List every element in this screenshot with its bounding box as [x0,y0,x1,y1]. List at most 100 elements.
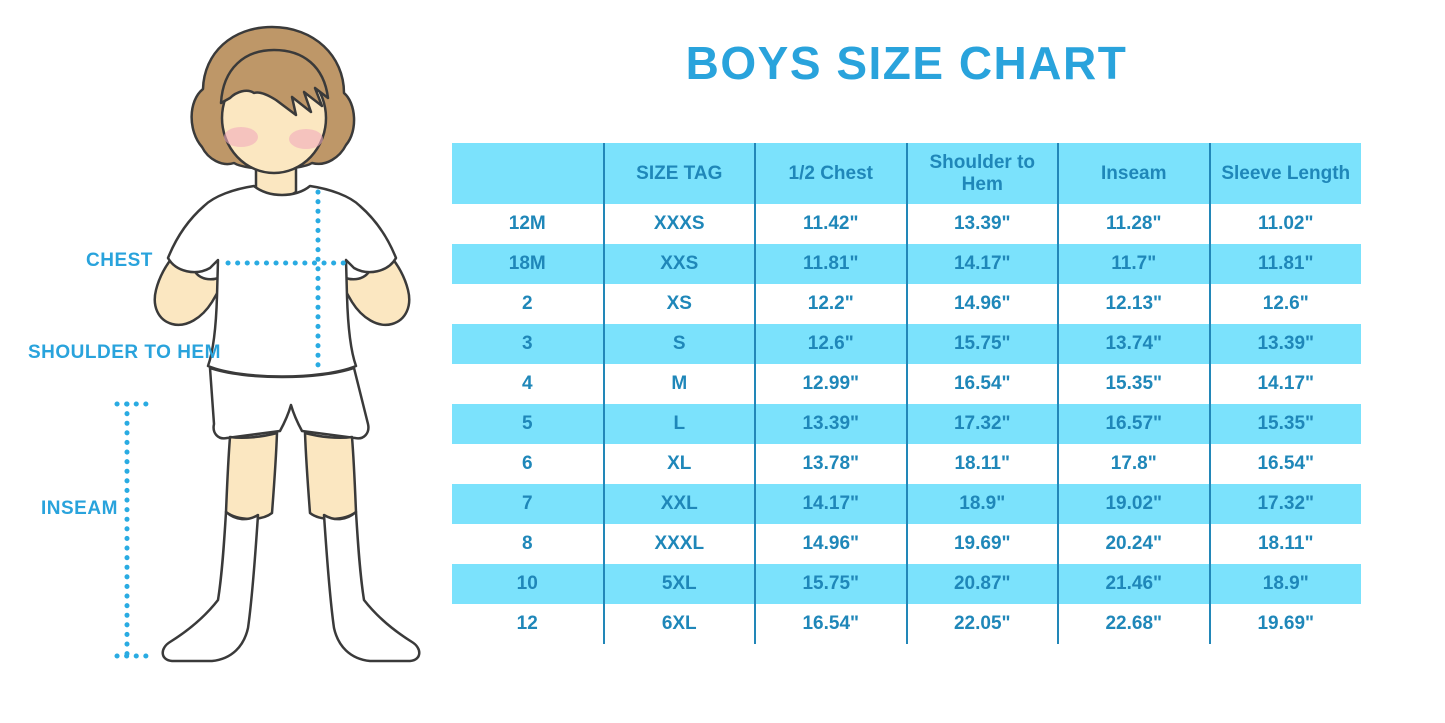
measurement-cell: 20.24" [1057,524,1210,564]
table-row: 3 S 12.6" 15.75" 13.74" 13.39" [452,324,1361,364]
header-cell: Shoulder to Hem [905,143,1058,204]
table-row: 5 L 13.39" 17.32" 16.57" 15.35" [452,404,1361,444]
measurement-cell: XXL [602,484,755,524]
measurement-cell: 13.39" [1208,324,1361,364]
measurement-cell: 12.99" [754,364,907,404]
measurement-cell: 15.35" [1208,404,1361,444]
measurement-cell: 18.9" [1208,564,1361,604]
size-table-container: SIZE TAG 1/2 Chest Shoulder to Hem Inseam Sl… [452,143,1361,644]
leg-right [303,431,358,521]
measurement-cell: 22.68" [1057,604,1210,644]
sock-left [161,510,260,663]
measurement-cell: 14.17" [1208,364,1361,404]
size-cell: 7 [452,484,604,524]
measurement-cell: L [602,404,755,444]
measurement-cell: 19.02" [1057,484,1210,524]
size-cell: 4 [452,364,604,404]
boy-illustration [114,25,421,663]
measurement-cell: 11.02" [1208,204,1361,244]
measurement-cell: XXS [602,244,755,284]
page-title: BOYS SIZE CHART [685,37,1128,89]
header-cell: SIZE TAG [602,143,755,204]
blush-right [289,129,323,149]
size-table: SIZE TAG 1/2 Chest Shoulder to Hem Inseam Sl… [452,143,1361,644]
size-cell: 8 [452,524,604,564]
measurement-cell: 19.69" [905,524,1058,564]
table-row: 2 XS 12.2" 14.96" 12.13" 12.6" [452,284,1361,324]
table-row: 7 XXL 14.17" 18.9" 19.02" 17.32" [452,484,1361,524]
measurement-cell: 12.13" [1057,284,1210,324]
measurement-cell: 12.2" [754,284,907,324]
measurement-cell: 17.8" [1057,444,1210,484]
size-cell: 12 [452,604,604,644]
measurement-cell: 11.81" [754,244,907,284]
measurement-cell: 22.05" [905,604,1058,644]
measurement-cell: XS [602,284,755,324]
measurement-cell: 11.28" [1057,204,1210,244]
size-cell: 2 [452,284,604,324]
header-cell: Sleeve Length [1208,143,1361,204]
measurement-cell: 6XL [602,604,755,644]
header-cell: Inseam [1057,143,1210,204]
measurement-cell: 14.96" [905,284,1058,324]
measurement-cell: 15.75" [754,564,907,604]
measurement-cell: 16.54" [1208,444,1361,484]
measurement-cell: M [602,364,755,404]
measurement-cell: 17.32" [905,404,1058,444]
measurement-cell: 15.75" [905,324,1058,364]
shoulder-to-hem-label: SHOULDER TO HEM [28,342,221,363]
table-row: 4 M 12.99" 16.54" 15.35" 14.17" [452,364,1361,404]
table-row: 18M XXS 11.81" 14.17" 11.7" 11.81" [452,244,1361,284]
header-row: SIZE TAG 1/2 Chest Shoulder to Hem Inseam Sl… [452,143,1361,204]
size-cell: 3 [452,324,604,364]
measurement-cell: 15.35" [1057,364,1210,404]
table-row: 6 XL 13.78" 18.11" 17.8" 16.54" [452,444,1361,484]
measurement-cell: 19.69" [1208,604,1361,644]
blush-left [224,127,258,147]
measurement-cell: 12.6" [754,324,907,364]
sock-right [322,510,421,663]
measurement-cell: 11.7" [1057,244,1210,284]
measurement-cell: S [602,324,755,364]
size-table-header: SIZE TAG 1/2 Chest Shoulder to Hem Inseam Sl… [452,143,1361,204]
header-cell [452,143,604,204]
measurement-cell: 16.54" [905,364,1058,404]
measurement-cell: 12.6" [1208,284,1361,324]
table-row: 8 XXXL 14.96" 19.69" 20.24" 18.11" [452,524,1361,564]
measurement-cell: XXXS [602,204,755,244]
measurement-cell: 14.96" [754,524,907,564]
size-cell: 6 [452,444,604,484]
measurement-cell: 14.17" [754,484,907,524]
measurement-cell: 20.87" [905,564,1058,604]
measurement-cell: 18.9" [905,484,1058,524]
size-cell: 12M [452,204,604,244]
measurement-cell: 14.17" [905,244,1058,284]
size-cell: 18M [452,244,604,284]
header-cell: 1/2 Chest [754,143,907,204]
size-table-body: 12M XXXS 11.42" 13.39" 11.28" 11.02" 18M XXS 11.… [452,204,1361,644]
measurement-cell: 13.78" [754,444,907,484]
table-row: 12M XXXS 11.42" 13.39" 11.28" 11.02" [452,204,1361,244]
measurement-cell: 5XL [602,564,755,604]
measurement-cell: 17.32" [1208,484,1361,524]
table-row: 10 5XL 15.75" 20.87" 21.46" 18.9" [452,564,1361,604]
measurement-cell: XL [602,444,755,484]
measurement-cell: XXXL [602,524,755,564]
hair-fringe [219,48,330,117]
measurement-cell: 13.39" [905,204,1058,244]
size-cell: 5 [452,404,604,444]
measurement-cell: 13.39" [754,404,907,444]
inseam-label: INSEAM [41,498,118,519]
measurement-cell: 11.81" [1208,244,1361,284]
measurement-cell: 16.57" [1057,404,1210,444]
size-cell: 10 [452,564,604,604]
shorts [208,366,370,440]
measurement-cell: 18.11" [905,444,1058,484]
leg-left [224,431,279,521]
measurement-cell: 11.42" [754,204,907,244]
measurement-cell: 13.74" [1057,324,1210,364]
measurement-cell: 16.54" [754,604,907,644]
table-row: 12 6XL 16.54" 22.05" 22.68" 19.69" [452,604,1361,644]
measurement-figure-panel: CHEST SHOULDER TO HEM INSEAM [0,0,445,723]
